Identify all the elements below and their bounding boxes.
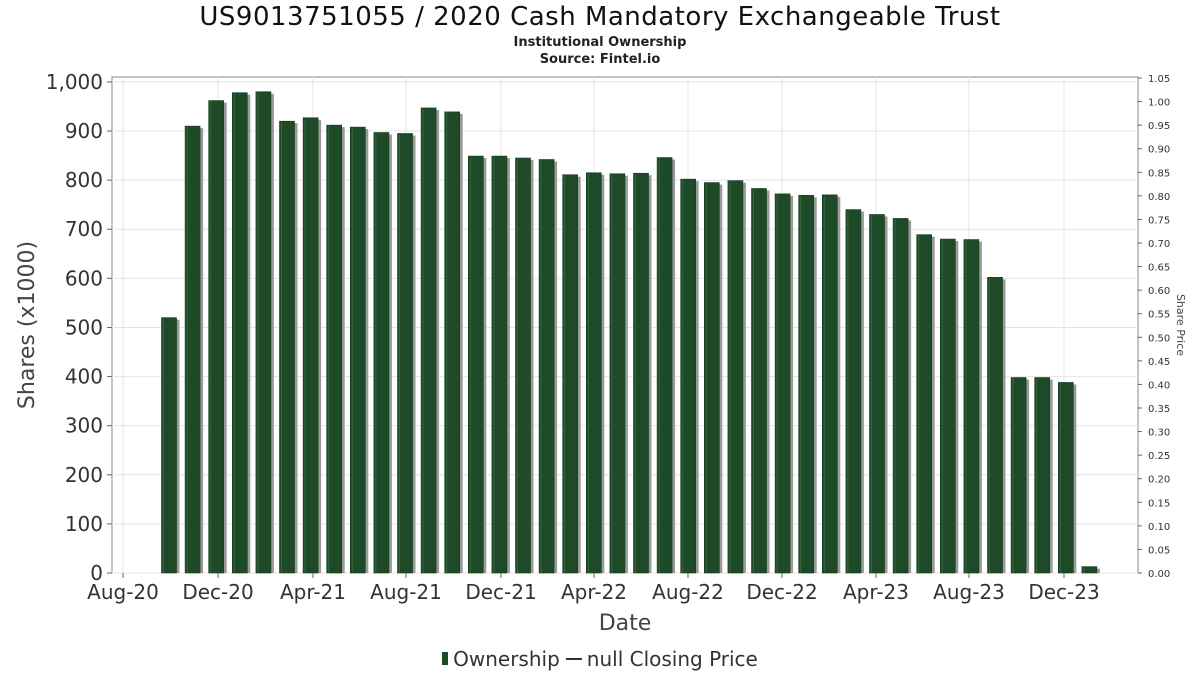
ownership-bar [963,239,980,574]
ownership-bar [916,234,933,574]
chart-legend: Ownership null Closing Price [0,647,1200,671]
y-tick-label: 700 [65,217,103,241]
y2-tick-label: 1.05 [1148,74,1170,85]
ownership-bar [1081,566,1098,574]
y-tick-label: 600 [65,266,103,290]
chart-subtitle: Institutional Ownership [513,35,687,50]
ownership-bar [1034,377,1050,574]
ownership-bar [751,188,767,574]
y2-tick-label: 1.00 [1148,98,1170,109]
y-tick-label: 800 [65,168,103,192]
legend-ownership-label: Ownership [453,647,560,671]
x-tick-label: Aug-22 [652,580,724,604]
ownership-bar [1010,377,1027,574]
y2-tick-label: 0.80 [1148,192,1170,203]
ownership-bar [349,126,366,574]
chart-source: Source: Fintel.io [539,52,661,67]
ownership-bar [656,157,673,574]
ownership-bar [939,238,956,574]
y2-tick-label: 0.50 [1148,333,1170,344]
y-tick-label: 400 [65,365,103,389]
ownership-bar [467,155,484,574]
ownership-bar [161,317,177,574]
y-tick-label: 500 [65,315,103,339]
ownership-bar [397,133,413,574]
ownership-bar [703,182,720,574]
ownership-swatch-icon [442,652,449,665]
chart-title: US9013751055 / 2020 Cash Mandatory Excha… [199,2,1001,32]
y-tick-label: 0 [90,561,103,585]
ownership-bar [869,214,885,574]
y-tick-label: 900 [65,119,103,143]
x-axis-title: Date [599,611,652,636]
y2-tick-label: 0.70 [1148,239,1170,250]
y2-tick-label: 0.15 [1148,498,1170,509]
y2-tick-label: 0.95 [1148,121,1170,132]
ownership-bar [1058,382,1074,574]
ownership-bar [538,159,555,574]
ownership-bar [302,117,319,574]
y2-tick-label: 0.00 [1148,569,1170,580]
y2-tick-label: 0.85 [1148,168,1170,179]
ownership-bar [373,132,390,574]
ownership-bar [845,209,862,574]
y2-tick-label: 0.10 [1148,522,1170,533]
y2-tick-label: 0.65 [1148,263,1170,274]
ownership-bar [515,157,531,574]
y2-tick-label: 0.45 [1148,357,1170,368]
price-line-icon [565,657,582,660]
x-tick-label: Dec-23 [1028,580,1099,604]
ownership-bar [633,172,649,574]
ownership-bar [774,193,791,574]
y2-tick-label: 0.90 [1148,145,1170,156]
y2-tick-label: 0.30 [1148,428,1170,439]
y2-tick-label: 0.35 [1148,404,1170,415]
ownership-bar [892,218,909,574]
y2-tick-label: 0.20 [1148,475,1170,486]
ownership-bar [987,277,1003,574]
ownership-bar [444,111,461,574]
x-tick-label: Aug-21 [370,580,442,604]
y-tick-label: 1,000 [46,70,103,94]
y2-axis-title: Share Price [1174,294,1187,356]
ownership-bar [798,195,815,574]
ownership-bar [491,155,508,574]
x-tick-label: Apr-22 [561,580,627,604]
x-tick-label: Dec-22 [746,580,817,604]
ownership-bar [821,194,838,574]
y-tick-label: 300 [65,414,103,438]
ownership-bar [232,92,248,574]
ownership-bar [279,120,295,574]
y-tick-label: 200 [65,463,103,487]
y-tick-label: 100 [65,512,103,536]
ownership-bar [326,124,343,574]
ownership-bar [208,100,224,574]
y2-tick-label: 0.60 [1148,286,1170,297]
x-tick-label: Dec-20 [182,580,253,604]
y2-tick-label: 0.75 [1148,215,1170,226]
x-tick-label: Aug-20 [87,580,159,604]
y2-tick-label: 0.05 [1148,545,1170,556]
ownership-bar [420,107,437,574]
x-tick-label: Dec-21 [465,580,536,604]
x-tick-label: Apr-23 [843,580,909,604]
ownership-bar [255,91,272,574]
legend-price-label: null Closing Price [586,647,758,671]
ownership-bar [562,174,579,574]
y-axis-title: Shares (x1000) [15,241,40,409]
y2-tick-label: 0.40 [1148,380,1170,391]
x-tick-label: Apr-21 [280,580,346,604]
y2-tick-label: 0.55 [1148,310,1170,321]
y2-tick-label: 0.25 [1148,451,1170,462]
ownership-bar [184,125,201,574]
ownership-bar [727,180,744,574]
ownership-bar [609,173,626,574]
x-tick-label: Aug-23 [933,580,1005,604]
